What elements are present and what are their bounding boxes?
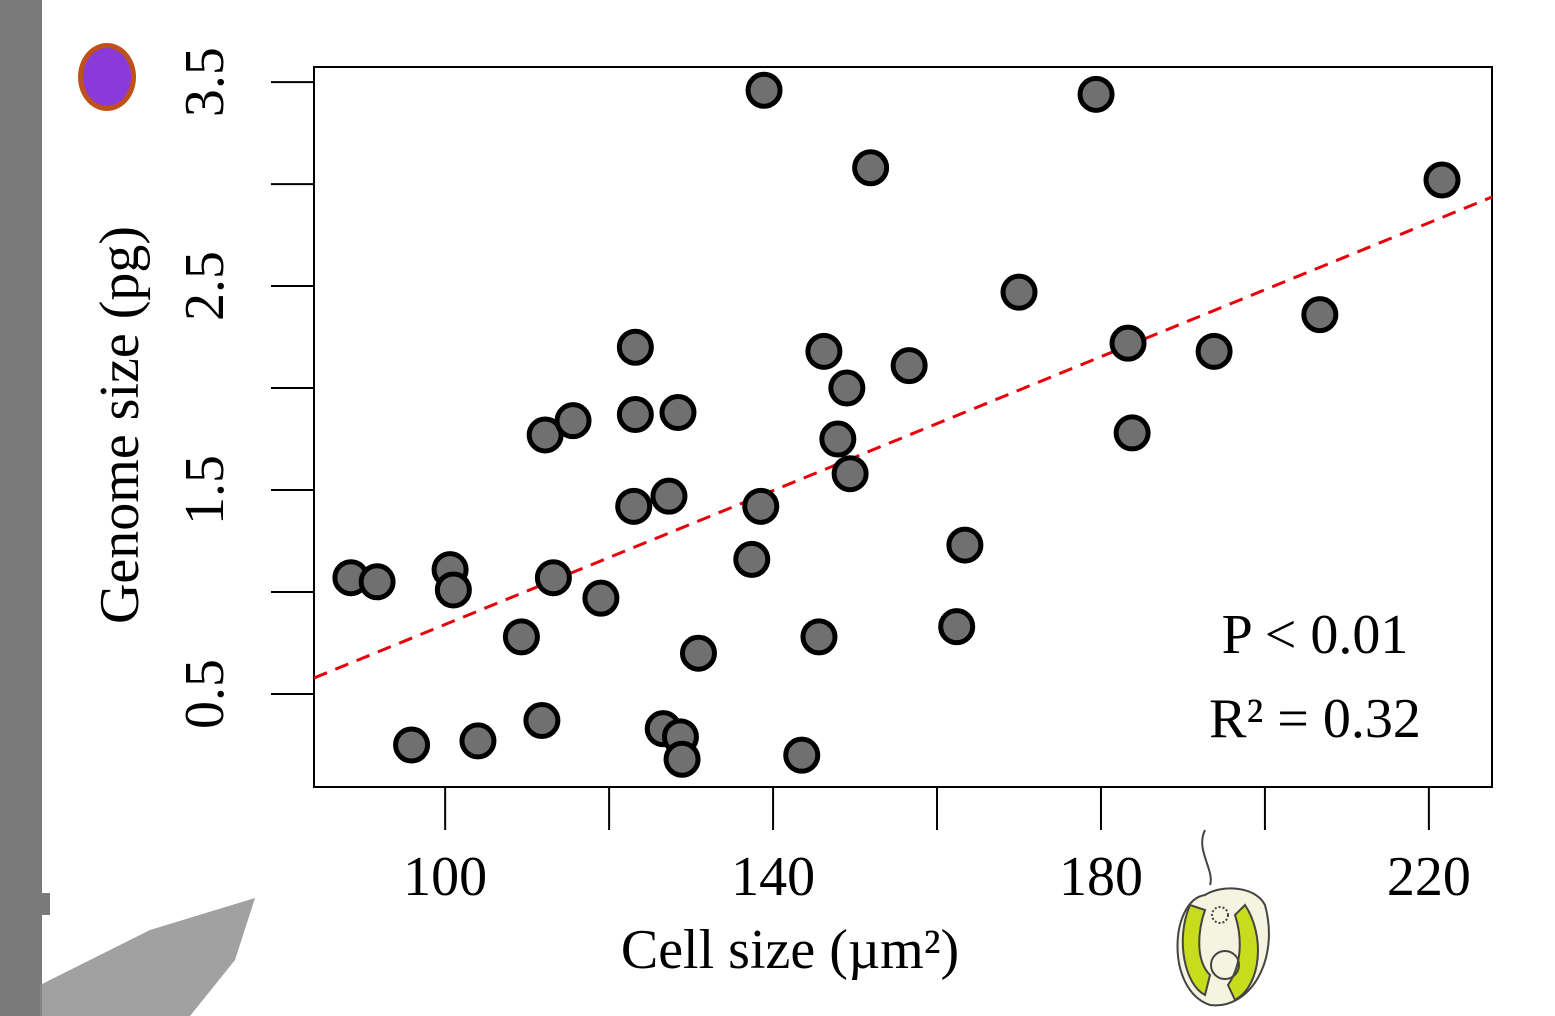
point <box>890 347 928 385</box>
point <box>582 579 620 617</box>
point <box>358 563 396 601</box>
point <box>615 487 653 525</box>
y-tick-label: 2.5 <box>174 251 236 321</box>
point <box>523 702 561 740</box>
point <box>616 396 654 434</box>
point <box>1000 273 1038 311</box>
x-tick-label: 180 <box>1059 846 1143 908</box>
alga-icon <box>1176 829 1270 1007</box>
y-tick-label: 1.5 <box>174 455 236 525</box>
point <box>745 71 783 109</box>
point <box>393 726 431 764</box>
x-tick-label: 140 <box>731 846 815 908</box>
annotation: P < 0.01 <box>1222 604 1409 666</box>
y-tick-label: 3.5 <box>174 47 236 117</box>
arrow-decoration <box>40 898 255 1016</box>
point <box>938 608 976 646</box>
side-bar-joint <box>0 893 50 915</box>
x-axis-label: Cell size (µm²) <box>621 919 959 981</box>
point <box>459 722 497 760</box>
point <box>800 618 838 656</box>
point <box>733 540 771 578</box>
point <box>1077 75 1115 113</box>
point <box>502 618 540 656</box>
plot-frame <box>313 66 1493 788</box>
point <box>1113 414 1151 452</box>
point <box>946 526 984 564</box>
x-tick-label: 100 <box>403 846 487 908</box>
y-tick-label: 0.5 <box>174 659 236 729</box>
point <box>650 477 688 515</box>
point <box>434 571 472 609</box>
annotation: R² = 0.32 <box>1209 688 1421 750</box>
point <box>1195 332 1233 370</box>
point <box>805 332 843 370</box>
point <box>819 420 857 458</box>
trend-line <box>313 195 1493 680</box>
point <box>831 455 869 493</box>
point <box>616 328 654 366</box>
point <box>554 402 592 440</box>
point <box>659 394 697 432</box>
cell-icon-nucleus <box>83 48 131 106</box>
side-bar <box>0 0 42 1016</box>
point <box>1423 161 1461 199</box>
point <box>663 740 701 778</box>
y-axis-label: Genome size (pg) <box>89 226 151 624</box>
point <box>742 487 780 525</box>
point <box>534 559 572 597</box>
point <box>1301 296 1339 334</box>
point <box>852 149 890 187</box>
point <box>828 369 866 407</box>
point <box>1109 324 1147 362</box>
point <box>526 416 564 454</box>
x-tick-label: 220 <box>1387 846 1471 908</box>
point <box>783 736 821 774</box>
point <box>679 634 717 672</box>
